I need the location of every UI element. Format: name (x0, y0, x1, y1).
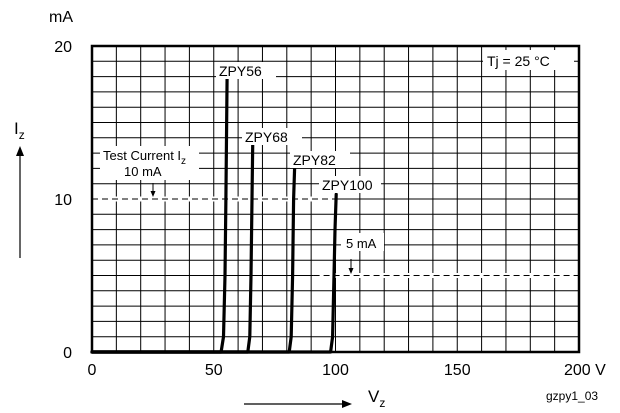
curve-labels: ZPY56 ZPY68 ZPY82 ZPY100 (216, 62, 381, 193)
y-tick-label: 0 (63, 345, 72, 362)
x-tick-label: 0 (88, 362, 97, 379)
y-unit-label: mA (49, 9, 73, 26)
annotation-test-current-sub: z (181, 156, 186, 167)
plot-frame (90, 44, 581, 354)
annotation-5ma-text: 5 mA (346, 236, 377, 251)
x-tick-label: 100 (322, 362, 349, 379)
x-axis-arrow (244, 400, 352, 408)
annotation-arrow-5ma (348, 259, 354, 274)
x-axis-label: Vz (368, 387, 385, 410)
annotation-test-current-value: 10 mA (124, 164, 162, 179)
x-tick-label: 200 V (564, 362, 606, 379)
y-tick-labels: 0 10 20 (54, 39, 72, 362)
curve-label-zpy68: ZPY68 (245, 129, 288, 145)
annotation-arrow-10ma (150, 183, 156, 197)
curve-label-zpy82: ZPY82 (293, 152, 336, 168)
condition-box-text: Tj = 25 °C (487, 53, 550, 69)
condition-box-bg (483, 50, 574, 70)
annotation-test-current-5: 5 mA (341, 233, 384, 274)
curve-label-zpy56: ZPY56 (219, 63, 262, 79)
annotation-test-current-10: Test Current Iz 10 mA (100, 146, 199, 197)
y-axis-label: Iz (14, 119, 25, 142)
y-tick-label: 20 (54, 39, 72, 56)
curve-label-zpy100: ZPY100 (322, 177, 373, 193)
x-axis-label-sub: z (379, 396, 385, 410)
y-axis-label-sub: z (19, 128, 25, 142)
y-tick-label: 10 (54, 192, 72, 209)
x-tick-label: 50 (205, 362, 223, 379)
annotation-test-current-line1: Test Current Iz (103, 148, 186, 167)
y-axis-arrow (16, 146, 24, 258)
figure-id: gzpy1_03 (546, 389, 598, 403)
x-tick-labels: 0 50 100 150 200 V (88, 362, 607, 379)
x-tick-label: 150 (444, 362, 471, 379)
